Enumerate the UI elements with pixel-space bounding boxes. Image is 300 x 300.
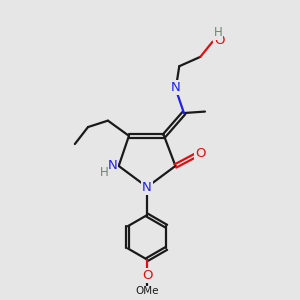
Text: O: O: [142, 269, 152, 282]
Text: OMe: OMe: [135, 286, 159, 296]
Text: N: N: [170, 81, 180, 94]
Text: H: H: [214, 26, 222, 39]
Text: H: H: [100, 166, 109, 179]
Text: O: O: [214, 34, 224, 47]
Text: N: N: [142, 181, 152, 194]
Text: O: O: [195, 147, 206, 160]
Text: N: N: [107, 159, 117, 172]
